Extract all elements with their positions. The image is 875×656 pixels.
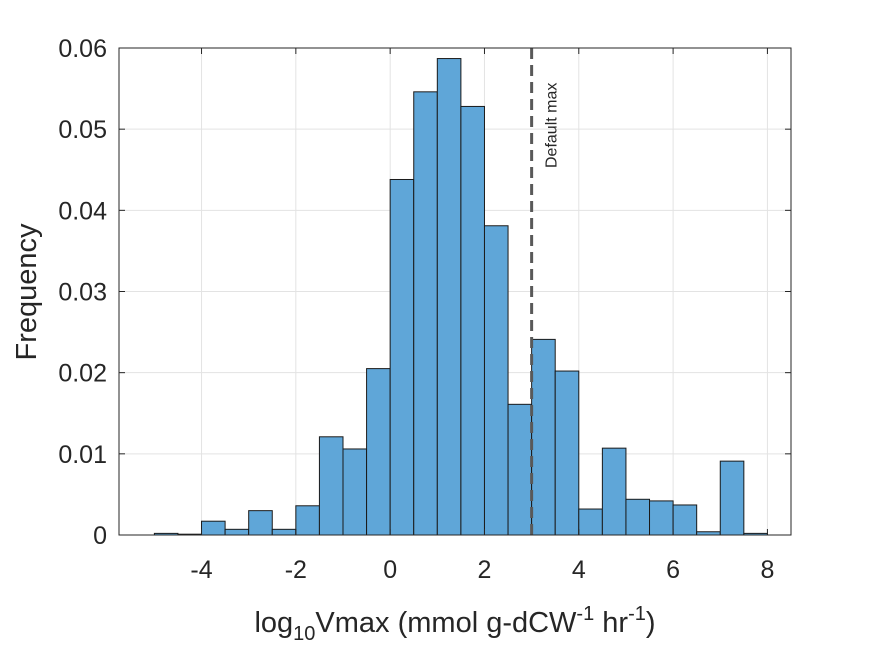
histogram-bar <box>672 504 698 536</box>
histogram-bar <box>483 225 509 536</box>
x-axis-label-superscript-2: -1 <box>628 603 646 625</box>
y-tick-label: 0.05 <box>58 116 107 144</box>
x-axis-ticks: -4 -2 0 2 4 6 8 <box>190 48 774 584</box>
histogram-bar <box>295 505 320 536</box>
histogram-bars <box>153 58 768 536</box>
x-tick-label: -2 <box>285 556 307 584</box>
histogram-bar <box>531 338 556 536</box>
histogram-bar <box>507 403 533 536</box>
histogram-bar <box>554 370 580 536</box>
histogram-bar <box>389 178 415 536</box>
histogram-bar <box>578 508 603 536</box>
x-axis-label-hr: hr <box>594 607 628 639</box>
x-tick-label: 0 <box>383 556 397 584</box>
y-tick-label: 0.04 <box>58 197 107 225</box>
histogram-bar <box>649 500 674 536</box>
histogram-bar <box>201 520 226 536</box>
histogram-bar <box>271 528 297 536</box>
histogram-bar <box>436 58 462 536</box>
x-axis-label: log10Vmax (mmol g-dCW-1 hr-1) <box>254 603 655 645</box>
x-tick-label: 2 <box>478 556 492 584</box>
y-axis-label: Frequency <box>11 223 43 361</box>
default-max-label: Default max <box>544 83 561 168</box>
x-tick-label: 8 <box>760 556 774 584</box>
y-tick-label: 0.06 <box>58 35 107 63</box>
histogram-bar <box>460 105 485 536</box>
x-tick-label: 4 <box>572 556 586 584</box>
x-tick-label: 6 <box>666 556 680 584</box>
reference-line-group: Default max <box>530 48 561 535</box>
histogram-bar <box>342 448 368 536</box>
histogram-bar <box>366 368 391 536</box>
y-tick-label: 0.02 <box>58 360 107 388</box>
histogram-bar <box>601 447 627 536</box>
x-axis-label-superscript-1: -1 <box>576 603 594 625</box>
histogram-bar <box>719 460 745 536</box>
x-axis-label-main: Vmax (mmol g-dCW <box>315 607 577 639</box>
x-tick-label: -4 <box>190 556 212 584</box>
histogram-bar <box>248 510 273 536</box>
x-axis-label-subscript: 10 <box>293 623 315 645</box>
histogram-bar <box>625 498 651 536</box>
x-axis-label-close: ) <box>646 607 656 639</box>
histogram-bar <box>413 91 438 536</box>
y-axis-ticks: 0 0.01 0.02 0.03 0.04 0.05 0.06 <box>58 35 791 550</box>
y-tick-label: 0 <box>93 522 107 550</box>
x-axis-label-base: log <box>254 607 293 639</box>
histogram-bar <box>224 528 250 536</box>
histogram-bar <box>318 436 344 536</box>
y-tick-label: 0.01 <box>58 441 107 469</box>
y-tick-label: 0.03 <box>58 279 107 307</box>
